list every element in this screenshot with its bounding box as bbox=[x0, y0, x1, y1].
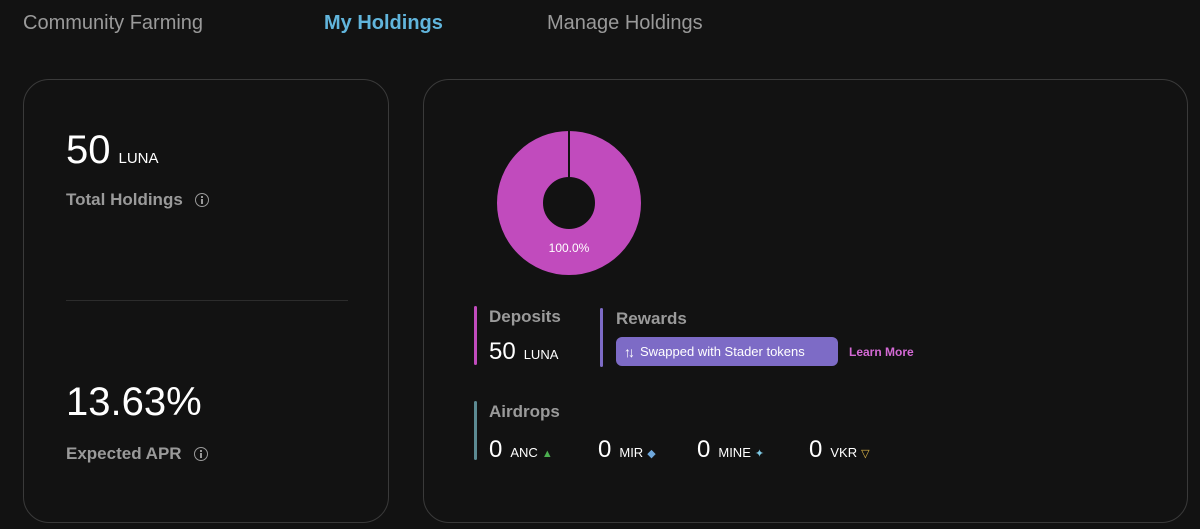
mine-icon: ✦ bbox=[754, 448, 765, 460]
tab-community-farming[interactable]: Community Farming bbox=[23, 12, 204, 34]
holdings-breakdown-card: 100.0% Deposits 50 LUNA Rewards ↑↓ Swappe… bbox=[423, 79, 1188, 523]
tab-manage-holdings[interactable]: Manage Holdings bbox=[547, 12, 703, 34]
airdrop-anc-value: 0 bbox=[489, 436, 503, 463]
deposits-value: 50 LUNA bbox=[489, 338, 558, 366]
donut-data-label: 100.0% bbox=[549, 241, 590, 255]
summary-card: 50 LUNA Total Holdings 13.63% Expected AP… bbox=[23, 79, 389, 523]
deposits-number: 50 bbox=[489, 338, 516, 365]
airdrop-anc-token: ANC bbox=[510, 445, 538, 460]
deposits-title: Deposits bbox=[489, 307, 561, 326]
total-holdings-unit: LUNA bbox=[118, 150, 159, 167]
deposits-bar bbox=[474, 306, 477, 365]
rewards-status-text: Swapped with Stader tokens bbox=[640, 344, 805, 359]
airdrop-mine-value: 0 bbox=[697, 436, 711, 463]
learn-more-link[interactable]: Learn More bbox=[849, 345, 914, 359]
info-icon[interactable] bbox=[194, 193, 209, 207]
rewards-bar bbox=[600, 308, 603, 367]
airdrops-bar bbox=[474, 401, 477, 460]
airdrop-mir: 0 MIR ◆ bbox=[598, 436, 656, 464]
anc-icon: ▲ bbox=[541, 448, 553, 460]
airdrop-anc: 0 ANC ▲ bbox=[489, 436, 553, 464]
airdrop-vkr: 0 VKR ▽ bbox=[809, 436, 870, 464]
total-holdings-value: 50 LUNA bbox=[66, 128, 159, 173]
apr-value: 13.63% bbox=[66, 380, 202, 424]
total-holdings-number: 50 bbox=[66, 128, 111, 172]
apr-label-text: Expected APR bbox=[66, 444, 182, 463]
deposits-unit: LUNA bbox=[523, 347, 559, 362]
swap-icon: ↑↓ bbox=[624, 343, 635, 360]
airdrop-vkr-token: VKR bbox=[830, 445, 858, 460]
divider bbox=[66, 300, 348, 301]
airdrops-title: Airdrops bbox=[489, 402, 560, 421]
airdrop-mir-token: MIR bbox=[619, 445, 644, 460]
holdings-donut-chart: 100.0% bbox=[497, 130, 641, 275]
mir-icon: ◆ bbox=[647, 448, 656, 460]
airdrop-mine: 0 MINE ✦ bbox=[697, 436, 764, 464]
vkr-icon: ▽ bbox=[861, 448, 870, 460]
airdrop-mir-value: 0 bbox=[598, 436, 612, 463]
airdrop-vkr-value: 0 bbox=[809, 436, 823, 463]
total-holdings-label-text: Total Holdings bbox=[66, 190, 183, 209]
total-holdings-label: Total Holdings bbox=[66, 190, 209, 210]
apr-label: Expected APR bbox=[66, 444, 208, 464]
tab-my-holdings[interactable]: My Holdings bbox=[324, 12, 443, 34]
rewards-title: Rewards bbox=[616, 309, 687, 328]
airdrop-mine-token: MINE bbox=[718, 445, 751, 460]
info-icon[interactable] bbox=[193, 447, 208, 461]
rewards-status-badge: ↑↓ Swapped with Stader tokens bbox=[616, 337, 838, 366]
